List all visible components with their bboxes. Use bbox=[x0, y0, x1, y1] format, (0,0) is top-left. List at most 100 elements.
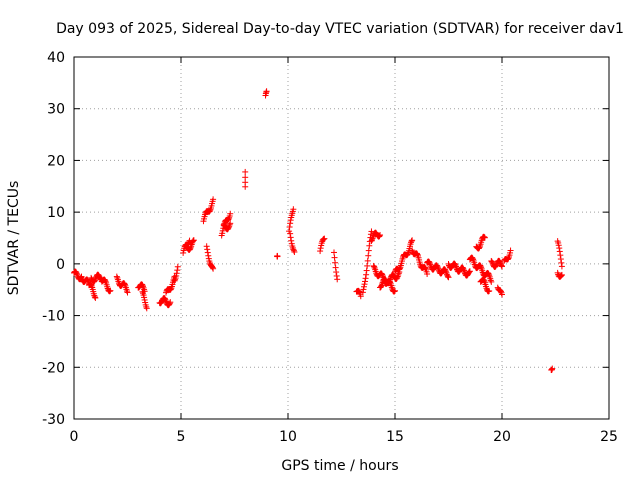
grid bbox=[74, 57, 609, 419]
data-point bbox=[209, 264, 216, 271]
data-point bbox=[392, 287, 398, 294]
data-point bbox=[557, 252, 564, 259]
plot-frame bbox=[73, 56, 610, 420]
data-point bbox=[143, 303, 150, 310]
data-point bbox=[92, 276, 99, 283]
x-tick-label: 0 bbox=[70, 429, 79, 445]
data-point bbox=[556, 245, 563, 252]
data-point bbox=[465, 269, 472, 276]
data-point bbox=[360, 283, 367, 290]
data-point bbox=[396, 265, 403, 272]
data-point bbox=[442, 267, 449, 274]
data-point bbox=[317, 248, 324, 255]
data-point bbox=[362, 275, 369, 282]
x-tick-label: 20 bbox=[493, 429, 511, 445]
data-point bbox=[163, 298, 170, 305]
data-point bbox=[499, 263, 505, 270]
data-point bbox=[174, 263, 181, 270]
data-point bbox=[210, 196, 217, 203]
data-point bbox=[173, 272, 180, 279]
data-point bbox=[123, 288, 130, 295]
data-point bbox=[242, 168, 249, 175]
data-points bbox=[71, 88, 565, 374]
data-point bbox=[469, 255, 476, 262]
data-point bbox=[91, 294, 98, 301]
data-point bbox=[205, 252, 212, 259]
data-point bbox=[365, 247, 372, 254]
data-point bbox=[408, 238, 415, 245]
data-point bbox=[365, 252, 372, 259]
data-point bbox=[333, 272, 340, 279]
data-point bbox=[203, 243, 210, 250]
data-point bbox=[331, 249, 338, 256]
data-point bbox=[73, 270, 80, 277]
y-tick-label: 40 bbox=[47, 50, 65, 66]
data-point bbox=[357, 293, 364, 300]
x-axis-label: GPS time / hours bbox=[281, 458, 398, 474]
data-point bbox=[74, 271, 81, 278]
data-point bbox=[167, 286, 174, 293]
y-tick-label: 10 bbox=[47, 205, 65, 221]
data-point bbox=[434, 264, 441, 271]
data-point bbox=[204, 249, 211, 256]
data-point bbox=[378, 282, 385, 289]
data-point bbox=[557, 273, 564, 280]
x-tick-label: 5 bbox=[177, 429, 186, 445]
data-point bbox=[121, 281, 128, 288]
data-point bbox=[143, 305, 150, 312]
x-tick-label: 25 bbox=[600, 429, 618, 445]
data-point bbox=[167, 299, 174, 306]
chart-title: Day 093 of 2025, Sidereal Day-to-day VTE… bbox=[56, 21, 624, 37]
data-point bbox=[424, 270, 431, 277]
data-point bbox=[317, 245, 324, 252]
data-point bbox=[414, 251, 421, 258]
data-point bbox=[497, 288, 504, 295]
data-point bbox=[361, 281, 368, 288]
data-point bbox=[497, 259, 504, 266]
y-tick-label: 30 bbox=[47, 102, 65, 118]
data-point bbox=[442, 268, 449, 275]
data-point bbox=[376, 233, 383, 240]
data-point bbox=[476, 244, 483, 251]
data-point bbox=[88, 281, 95, 288]
data-point bbox=[334, 276, 341, 283]
y-tick-label: 20 bbox=[47, 153, 65, 169]
axes: 0 5 10 15 20 25 -30 -20 -10 0 10 20 30 40 bbox=[42, 50, 618, 445]
data-point bbox=[242, 174, 249, 181]
data-point bbox=[557, 256, 564, 263]
data-point bbox=[225, 216, 232, 223]
data-point bbox=[171, 277, 178, 284]
data-point bbox=[185, 240, 192, 247]
data-point bbox=[166, 300, 173, 307]
y-tick-label: 0 bbox=[56, 257, 65, 273]
data-point bbox=[139, 288, 146, 295]
data-point bbox=[206, 207, 213, 214]
data-point bbox=[549, 365, 556, 372]
data-point bbox=[356, 288, 363, 295]
x-tick-label: 10 bbox=[279, 429, 297, 445]
data-point bbox=[364, 262, 371, 269]
data-point bbox=[366, 242, 373, 249]
data-point bbox=[452, 262, 459, 269]
data-point bbox=[204, 246, 211, 253]
data-point bbox=[558, 259, 565, 266]
data-point bbox=[426, 260, 433, 267]
data-point bbox=[486, 287, 493, 294]
data-point bbox=[558, 271, 565, 278]
data-point bbox=[499, 291, 505, 298]
y-tick-label: -30 bbox=[42, 412, 65, 428]
data-point bbox=[113, 273, 120, 280]
data-point bbox=[466, 268, 473, 275]
y-tick-label: -20 bbox=[42, 360, 65, 376]
data-point bbox=[362, 278, 369, 285]
data-point bbox=[225, 224, 232, 231]
data-point bbox=[141, 294, 148, 301]
y-tick-label: -10 bbox=[42, 309, 65, 325]
data-point bbox=[377, 232, 384, 239]
data-point bbox=[434, 263, 441, 270]
data-point bbox=[498, 262, 505, 269]
data-point bbox=[92, 294, 99, 301]
data-point bbox=[189, 238, 196, 245]
data-point bbox=[162, 296, 169, 303]
